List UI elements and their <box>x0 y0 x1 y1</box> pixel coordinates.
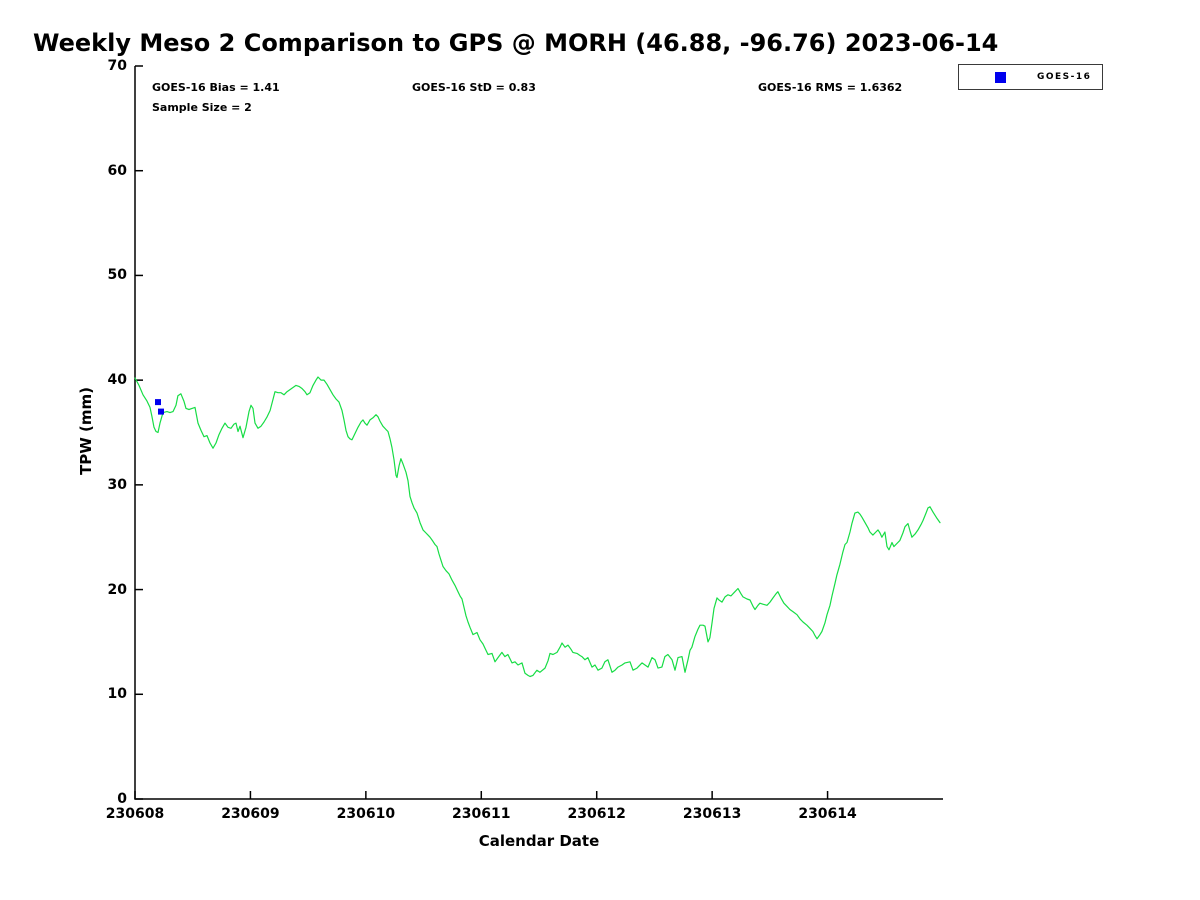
x-tick-label: 230609 <box>221 806 280 822</box>
x-tick-label: 230608 <box>105 806 165 822</box>
x-tick-label: 230614 <box>798 806 857 822</box>
axis-spines <box>134 66 943 800</box>
legend-label-goes16: GOES-16 <box>1037 72 1092 82</box>
gps-tpw-line <box>134 376 941 678</box>
y-tick-label: 40 <box>107 372 127 389</box>
x-tick-label: 230611 <box>452 806 511 822</box>
legend-marker-square-icon <box>995 72 1006 83</box>
y-tick-label: 0 <box>117 791 127 807</box>
y-tick-label: 50 <box>107 267 127 284</box>
x-tick-label: 230612 <box>567 806 626 822</box>
chart-title: Weekly Meso 2 Comparison to GPS @ MORH (… <box>33 29 999 57</box>
legend: GOES-16 <box>958 64 1103 90</box>
y-tick-label: 30 <box>107 476 127 493</box>
x-axis-label: Calendar Date <box>478 832 600 850</box>
y-tick-label: 10 <box>107 686 127 703</box>
goes16-marker <box>158 408 164 415</box>
goes16-marker <box>155 399 161 406</box>
stat-rms-text: GOES-16 RMS = 1.6362 <box>758 81 903 94</box>
stat-std-text: GOES-16 StD = 0.83 <box>412 81 536 94</box>
y-tick-label: 20 <box>107 581 127 598</box>
x-tick-label: 230610 <box>336 806 396 822</box>
stat-sample-size-text: Sample Size = 2 <box>152 101 252 114</box>
y-tick-label: 60 <box>107 162 127 179</box>
y-tick-label: 70 <box>107 58 127 74</box>
x-tick-label: 230613 <box>682 806 742 822</box>
stat-bias-text: GOES-16 Bias = 1.41 <box>152 81 280 94</box>
